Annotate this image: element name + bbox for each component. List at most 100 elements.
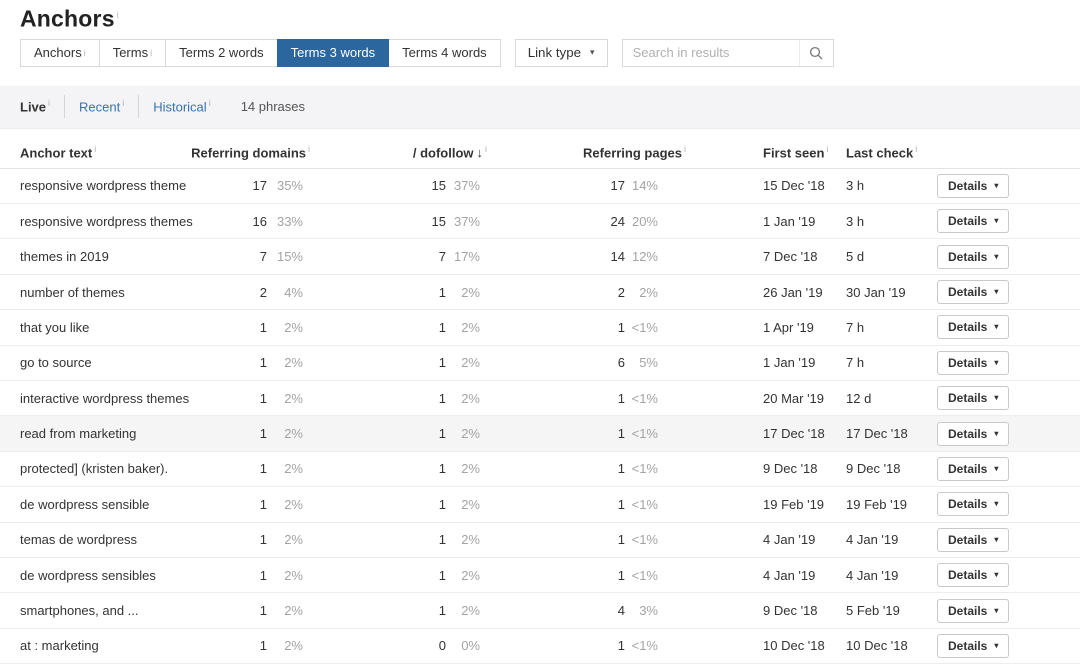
dofollow-count: 7 [438, 249, 446, 265]
info-icon: i [684, 143, 686, 154]
subnav-item[interactable]: Historical i [138, 95, 224, 118]
col-header-anchor-text[interactable]: Anchor text i [20, 143, 97, 160]
dofollow-count: 1 [438, 496, 446, 512]
table-row: interactive wordpress themes 1 2% 1 2% 1… [0, 381, 1080, 417]
dofollow-count: 1 [438, 355, 446, 371]
referring-pages-count: 4 [617, 603, 625, 619]
referring-domains-percent: 4% [284, 284, 303, 300]
referring-domains-percent: 2% [284, 603, 303, 619]
referring-pages-percent: 2% [639, 284, 658, 300]
last-check-value: 4 Jan '19 [846, 567, 899, 583]
referring-domains-count: 17 [252, 178, 267, 194]
col-header-referring-pages[interactable]: Referring pages i [583, 143, 686, 160]
table-row: de wordpress sensible 1 2% 1 2% 1 <1% 19… [0, 487, 1080, 523]
dofollow-percent: 2% [461, 603, 480, 619]
tab[interactable]: Terms 3 words [276, 38, 390, 67]
caret-down-icon: ▾ [994, 393, 999, 403]
subnav-item[interactable]: Recent i [64, 95, 138, 118]
dofollow-count: 1 [438, 284, 446, 300]
referring-domains-count: 16 [252, 213, 267, 229]
anchor-text: smartphones, and ... [20, 603, 139, 619]
last-check-value: 7 h [846, 319, 865, 335]
dofollow-count: 1 [438, 461, 446, 477]
last-check-value: 19 Feb '19 [846, 496, 908, 512]
details-button[interactable]: Details ▾ [937, 350, 1010, 375]
caret-down-icon: ▾ [994, 605, 999, 615]
referring-pages-count: 1 [617, 390, 625, 406]
details-button[interactable]: Details ▾ [937, 598, 1010, 623]
referring-domains-count: 1 [259, 319, 267, 335]
last-check-value: 4 Jan '19 [846, 532, 899, 548]
page-title: Anchors i [20, 5, 119, 32]
tab[interactable]: Terms 2 words [165, 38, 278, 67]
details-button[interactable]: Details ▾ [937, 456, 1010, 481]
dofollow-count: 1 [438, 426, 446, 442]
details-button[interactable]: Details ▾ [937, 492, 1010, 517]
search-icon[interactable] [798, 39, 833, 66]
dofollow-count: 0 [438, 638, 446, 654]
first-seen-value: 1 Apr '19 [763, 319, 814, 335]
tab[interactable]: Terms i [98, 38, 167, 67]
col-header-referring-domains[interactable]: Referring domains i [191, 143, 310, 160]
dofollow-percent: 37% [453, 178, 480, 194]
link-type-dropdown[interactable]: Link type ▾ [514, 38, 608, 67]
details-button[interactable]: Details ▾ [937, 386, 1010, 411]
details-button[interactable]: Details ▾ [937, 527, 1010, 552]
referring-domains-count: 7 [259, 249, 267, 265]
referring-pages-percent: <1% [631, 496, 658, 512]
first-seen-value: 10 Dec '18 [763, 638, 825, 654]
referring-pages-percent: <1% [631, 426, 658, 442]
details-button[interactable]: Details ▾ [937, 315, 1010, 340]
dofollow-percent: 0% [461, 638, 480, 654]
caret-down-icon: ▾ [590, 47, 595, 58]
table-header: Anchor text i Referring domains i / dofoll… [0, 128, 1080, 169]
referring-pages-count: 14 [610, 249, 625, 265]
col-header-last-check[interactable]: Last check i [846, 143, 918, 160]
details-button[interactable]: Details ▾ [937, 173, 1010, 198]
table-row: protected] (kristen baker). 1 2% 1 2% 1 … [0, 451, 1080, 488]
subnav-item[interactable]: Live i [20, 98, 51, 115]
details-button[interactable]: Details ▾ [937, 280, 1010, 305]
referring-pages-percent: <1% [631, 532, 658, 548]
dofollow-percent: 37% [453, 213, 480, 229]
referring-pages-count: 24 [610, 213, 625, 229]
info-icon: i [48, 98, 51, 109]
table-row: themes in 2019 7 15% 7 17% 14 12% 7 Dec … [0, 239, 1080, 275]
table-row: read from marketing 1 2% 1 2% 1 <1% 17 D… [0, 416, 1080, 452]
first-seen-value: 9 Dec '18 [763, 461, 818, 477]
referring-domains-percent: 15% [276, 249, 303, 265]
anchor-text: at : marketing [20, 638, 99, 654]
details-button[interactable]: Details ▾ [937, 244, 1010, 269]
dofollow-percent: 2% [461, 426, 480, 442]
info-icon: i [116, 10, 119, 20]
info-icon: i [308, 143, 310, 154]
details-button[interactable]: Details ▾ [937, 421, 1010, 446]
tab[interactable]: Terms 4 words [388, 38, 501, 67]
last-check-value: 3 h [846, 178, 865, 194]
referring-domains-count: 1 [259, 567, 267, 583]
info-icon: i [915, 143, 918, 154]
anchor-text: de wordpress sensibles [20, 567, 156, 583]
details-button[interactable]: Details ▾ [937, 563, 1010, 588]
referring-pages-count: 2 [617, 284, 625, 300]
dofollow-percent: 2% [461, 390, 480, 406]
dofollow-count: 1 [438, 567, 446, 583]
caret-down-icon: ▾ [994, 463, 999, 473]
referring-pages-percent: <1% [631, 567, 658, 583]
details-button[interactable]: Details ▾ [937, 633, 1010, 658]
col-header-dofollow[interactable]: / dofollow ↓ i [412, 143, 487, 160]
caret-down-icon: ▾ [994, 428, 999, 438]
referring-pages-count: 6 [617, 355, 625, 371]
info-icon: i [826, 143, 829, 154]
referring-domains-count: 1 [259, 426, 267, 442]
caret-down-icon: ▾ [994, 534, 999, 544]
col-header-first-seen[interactable]: First seen i [763, 143, 829, 160]
details-button[interactable]: Details ▾ [937, 209, 1010, 234]
search-input[interactable] [622, 39, 799, 66]
index-subnav: Live i Recent i Historical i 14 phrases [0, 85, 1080, 129]
referring-pages-count: 1 [617, 532, 625, 548]
first-seen-value: 19 Feb '19 [763, 496, 825, 512]
last-check-value: 3 h [846, 213, 865, 229]
dofollow-count: 1 [438, 532, 446, 548]
tab[interactable]: Anchors i [20, 38, 100, 67]
